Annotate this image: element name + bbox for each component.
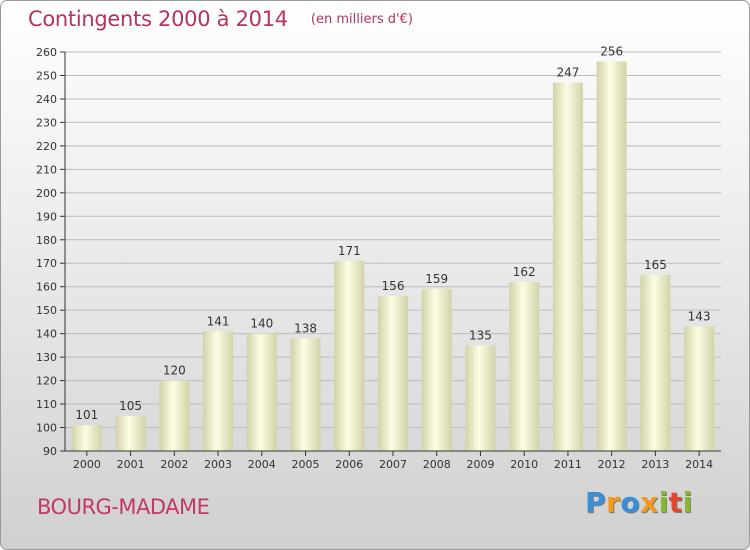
x-tick-label: 2014 xyxy=(685,458,713,471)
logo-letter: i xyxy=(658,486,669,519)
bar xyxy=(115,415,146,451)
data-label: 156 xyxy=(382,279,405,293)
data-label: 140 xyxy=(250,317,273,331)
y-tick-label: 230 xyxy=(36,116,57,129)
bar xyxy=(159,380,190,451)
data-label: 120 xyxy=(163,364,186,378)
y-tick-label: 210 xyxy=(36,163,57,176)
title-row: Contingents 2000 à 2014 (en milliers d'€… xyxy=(28,7,413,37)
x-tick-label: 2006 xyxy=(335,458,363,471)
y-tick-label: 100 xyxy=(36,422,57,435)
bar xyxy=(640,274,671,451)
data-label: 162 xyxy=(513,265,536,279)
logo-letter: i xyxy=(682,486,693,519)
y-tick-label: 90 xyxy=(43,445,57,458)
bars: 101 105 120 141 140 138 171 156 159 135 162 247 256 1… xyxy=(71,44,715,451)
chart-title: Contingents 2000 à 2014 xyxy=(28,7,288,31)
bar xyxy=(246,333,277,451)
bar xyxy=(203,331,234,451)
bar xyxy=(596,61,627,451)
data-label: 141 xyxy=(207,314,230,328)
axes: 90 100 110 120 130 140 150 160 170 180 190 200 210 22… xyxy=(36,46,721,471)
y-tick-label: 160 xyxy=(36,281,57,294)
bar xyxy=(334,260,365,451)
bar xyxy=(290,338,321,451)
logo-letter: x xyxy=(640,486,659,519)
x-tick-label: 2002 xyxy=(160,458,188,471)
y-tick-label: 200 xyxy=(36,187,57,200)
data-label: 135 xyxy=(469,328,492,342)
y-tick-label: 170 xyxy=(36,257,57,270)
logo-letter: t xyxy=(668,486,683,519)
chart-unit: (en milliers d'€) xyxy=(310,12,413,27)
x-tick-label: 2000 xyxy=(73,458,101,471)
bar xyxy=(71,425,102,451)
proxiti-logo[interactable]: Proxiti xyxy=(585,486,693,519)
commune-name: BOURG-MADAME xyxy=(37,495,210,519)
x-tick-label: 2003 xyxy=(204,458,232,471)
x-tick-label: 2005 xyxy=(292,458,320,471)
x-tick-label: 2004 xyxy=(248,458,276,471)
data-label: 138 xyxy=(294,321,317,335)
y-tick-label: 140 xyxy=(36,328,57,341)
x-tick-label: 2008 xyxy=(423,458,451,471)
y-tick-label: 110 xyxy=(36,398,57,411)
x-tick-label: 2010 xyxy=(510,458,538,471)
data-label: 105 xyxy=(119,399,142,413)
y-tick-label: 190 xyxy=(36,210,57,223)
bar xyxy=(378,296,408,451)
x-tick-label: 2009 xyxy=(466,458,494,471)
logo-letter: r xyxy=(606,486,621,519)
data-label: 165 xyxy=(644,258,667,272)
x-tick-label: 2013 xyxy=(641,458,669,471)
data-label: 143 xyxy=(688,310,711,324)
y-tick-label: 150 xyxy=(36,304,57,317)
y-tick-label: 260 xyxy=(36,46,57,59)
data-label: 171 xyxy=(338,244,361,258)
x-tick-label: 2007 xyxy=(379,458,407,471)
y-tick-label: 250 xyxy=(36,69,57,82)
logo-letter: P xyxy=(585,486,607,519)
data-label: 247 xyxy=(556,66,579,80)
y-tick-label: 220 xyxy=(36,140,57,153)
data-label: 159 xyxy=(425,272,448,286)
bar xyxy=(509,282,540,451)
bar xyxy=(552,82,583,451)
y-tick-label: 130 xyxy=(36,351,57,364)
y-tick-label: 120 xyxy=(36,375,57,388)
bar xyxy=(465,345,496,451)
data-label: 101 xyxy=(75,408,98,422)
bar xyxy=(421,289,452,451)
x-tick-label: 2001 xyxy=(117,458,145,471)
y-tick-label: 180 xyxy=(36,234,57,247)
bar xyxy=(684,326,715,451)
data-label: 256 xyxy=(600,44,623,58)
y-tick-label: 240 xyxy=(36,93,57,106)
logo-letter: o xyxy=(620,486,641,519)
x-tick-label: 2011 xyxy=(554,458,582,471)
x-tick-label: 2012 xyxy=(598,458,626,471)
